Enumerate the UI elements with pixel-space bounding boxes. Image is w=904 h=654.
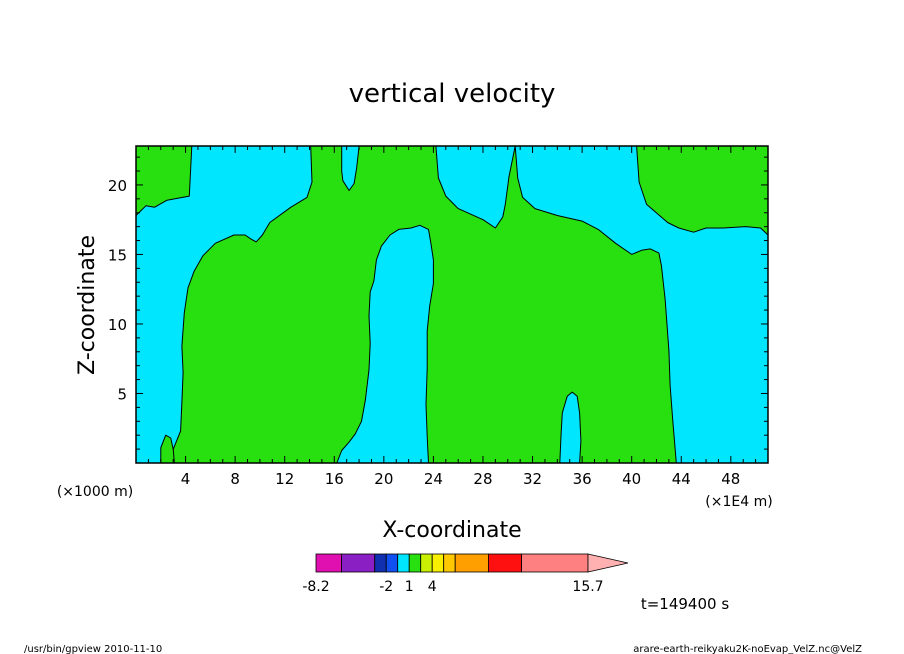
x-tick-label: 16 (325, 470, 344, 488)
colorbar-box (487, 553, 522, 573)
y-tick-label: 20 (108, 177, 127, 195)
x-unit-right-label: (×1E4 m) (705, 494, 772, 510)
x-tick-label: 24 (424, 470, 443, 488)
time-label: t=149400 s (641, 595, 729, 613)
footer-right: arare-earth-reikyaku2K-noEvap_VelZ.nc@Ve… (633, 644, 862, 654)
x-tick-label: 8 (230, 470, 240, 488)
x-tick-label: 4 (181, 470, 191, 488)
colorbar-box (454, 553, 489, 573)
x-tick-label: 36 (573, 470, 592, 488)
colorbar-tick-label: -2 (379, 579, 393, 595)
colorbar-box (341, 553, 376, 573)
colorbar-box (397, 553, 410, 573)
colorbar-max-label: 15.7 (572, 579, 603, 595)
x-tick-label: 32 (523, 470, 542, 488)
x-tick-label: 44 (672, 470, 691, 488)
colorbar-box (374, 553, 387, 573)
y-axis-title: Z-coordinate (75, 235, 100, 375)
contour-region-negative (559, 391, 582, 464)
contour-region-negative (514, 145, 769, 464)
colorbar-box (420, 553, 433, 573)
colorbar-box (315, 553, 342, 573)
contour-region-negative (336, 224, 434, 464)
colorbar-box (385, 553, 399, 573)
chart-title: vertical velocity (349, 79, 556, 109)
y-axis: 5 10 15 20 (108, 156, 768, 450)
colorbar-arrow (587, 553, 629, 573)
x-tick-label: 20 (374, 470, 393, 488)
y-tick-label: 10 (108, 316, 127, 334)
colorbar-box (431, 553, 445, 573)
x-unit-left-label: (×1000 m) (57, 484, 133, 500)
colorbar-tick-label: 1 (405, 579, 414, 595)
colorbar-tick-label: 4 (428, 579, 437, 595)
plot-area (135, 145, 769, 464)
y-tick-label: 15 (108, 246, 127, 264)
y-tick-label: 5 (117, 385, 127, 403)
x-tick-label: 40 (622, 470, 641, 488)
colorbar: -8.2 -2 1 4 15.7 (302, 553, 629, 595)
colorbar-box (443, 553, 456, 573)
contour-regions (135, 145, 769, 464)
colorbar-box (408, 553, 422, 573)
plot-frame (135, 145, 769, 464)
x-tick-label: 12 (275, 470, 294, 488)
colorbar-tick-label: -8.2 (302, 579, 329, 595)
x-tick-label: 28 (473, 470, 492, 488)
contour-region-negative (135, 145, 313, 464)
contour-region-negative (435, 145, 516, 229)
footer-left: /usr/bin/gpview 2010-11-10 (24, 644, 162, 654)
x-axis-title: X-coordinate (382, 518, 521, 543)
colorbar-box (521, 553, 589, 573)
x-axis: 4 8 12 16 20 24 28 32 36 40 44 48 (147, 146, 769, 488)
x-tick-label: 48 (721, 470, 740, 488)
